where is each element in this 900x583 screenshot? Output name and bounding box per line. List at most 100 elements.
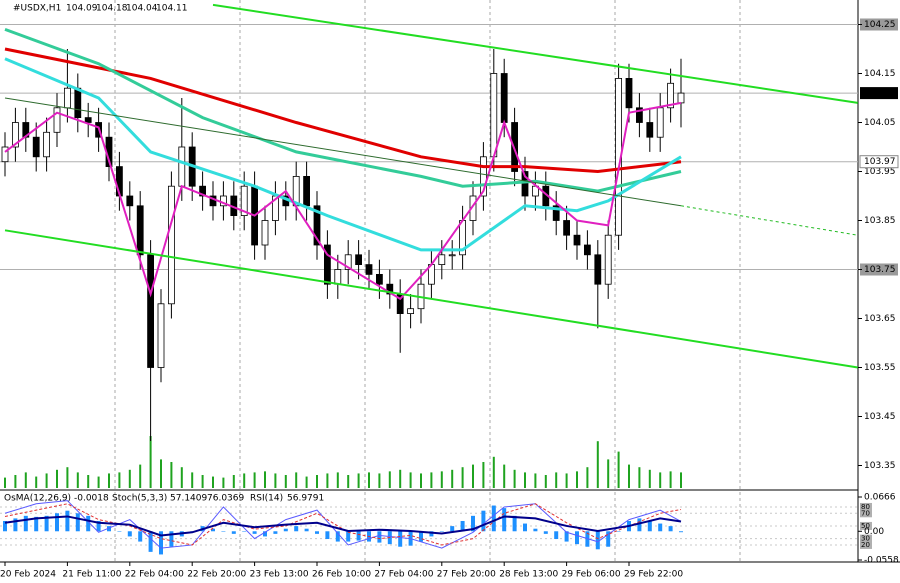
y-tick-label: 103.95 bbox=[864, 167, 896, 177]
volume-bar bbox=[336, 472, 339, 488]
volume-bar bbox=[378, 473, 381, 488]
osma-bar bbox=[3, 520, 7, 532]
overlay-line bbox=[4, 57, 682, 252]
volume-bar bbox=[409, 472, 412, 488]
candle-body bbox=[240, 185, 248, 216]
volume-bar bbox=[347, 475, 350, 488]
osma-bar bbox=[439, 531, 444, 532]
volume-bar bbox=[232, 475, 235, 488]
signal-line bbox=[4, 503, 682, 546]
candle-body bbox=[636, 107, 643, 123]
y-tick-label: 103.35 bbox=[864, 461, 896, 471]
osma-title: OsMA(12,26,9) bbox=[4, 494, 71, 504]
osma-bar bbox=[34, 516, 39, 532]
osma-bar bbox=[221, 531, 226, 532]
volume-bar bbox=[316, 475, 318, 488]
volume-bar bbox=[56, 469, 58, 488]
x-tick-label: 29 Feb 06:00 bbox=[562, 570, 621, 580]
volume-bar bbox=[24, 472, 27, 488]
candle-body bbox=[667, 82, 674, 109]
candle-body bbox=[32, 136, 40, 158]
osma-bar bbox=[127, 531, 132, 537]
candle-body bbox=[261, 220, 269, 246]
osma-bar bbox=[575, 531, 579, 545]
candle-body bbox=[407, 308, 415, 315]
volume-bar bbox=[461, 467, 464, 488]
x-tick-label: 21 Feb 11:00 bbox=[62, 570, 121, 580]
rsi-line bbox=[4, 515, 682, 537]
candle-body bbox=[344, 254, 352, 270]
osma-bar bbox=[325, 531, 330, 539]
signal-value: 76.0369 bbox=[207, 494, 244, 504]
level-tag bbox=[860, 18, 898, 31]
candle-body bbox=[43, 131, 50, 158]
osma-bar bbox=[450, 526, 455, 532]
y-tick-label: 0.00 bbox=[864, 527, 884, 537]
volume-bar bbox=[45, 473, 48, 488]
candle-body bbox=[355, 254, 363, 266]
volume-bar bbox=[170, 462, 173, 488]
y-tick-label: 103.45 bbox=[864, 412, 896, 422]
candle-body bbox=[500, 73, 508, 123]
volume-bar bbox=[295, 472, 298, 488]
volume-bar bbox=[76, 472, 79, 488]
volume-bar bbox=[628, 464, 630, 488]
volume-bar bbox=[451, 469, 454, 488]
osma-bar bbox=[252, 531, 257, 534]
osma-bar bbox=[647, 520, 652, 532]
volume-bar bbox=[326, 473, 329, 488]
osma-bar bbox=[668, 526, 673, 532]
volume-bar bbox=[472, 464, 474, 488]
volume-bar bbox=[586, 467, 589, 488]
osma-bar bbox=[169, 531, 174, 547]
osma-bar bbox=[429, 531, 434, 537]
osma-bar bbox=[23, 515, 28, 532]
osma-bar bbox=[44, 515, 49, 532]
candle-body bbox=[594, 254, 602, 285]
volume-bar bbox=[659, 472, 662, 488]
osma-bar bbox=[554, 531, 559, 539]
osma-bar bbox=[159, 531, 163, 555]
volume-bar bbox=[139, 464, 142, 488]
stoch-value: 57.1409 bbox=[170, 494, 207, 504]
osma-bar bbox=[75, 513, 80, 532]
candle-body bbox=[84, 117, 92, 123]
overlay-line bbox=[4, 47, 682, 174]
volume-bar bbox=[555, 472, 558, 488]
header-close: 104.11 bbox=[156, 4, 188, 14]
candle-body bbox=[147, 254, 155, 368]
candle-body bbox=[334, 269, 342, 285]
volume-bar bbox=[87, 475, 90, 488]
candle-body bbox=[521, 171, 529, 197]
volume-bar bbox=[680, 472, 682, 488]
candle-body bbox=[625, 78, 633, 109]
candle-body bbox=[646, 122, 654, 138]
volume-bar bbox=[128, 469, 131, 488]
osc-tick-label: 70 bbox=[861, 509, 870, 517]
x-tick-label: 28 Feb 13:00 bbox=[499, 570, 558, 580]
osma-bar bbox=[398, 531, 403, 547]
volume-bar bbox=[149, 436, 152, 488]
overlay-line bbox=[212, 3, 858, 104]
osc-tick-label: 30 bbox=[861, 535, 870, 543]
x-tick-label: 26 Feb 10:00 bbox=[312, 570, 371, 580]
volume-bar bbox=[513, 469, 516, 488]
osma-bar bbox=[148, 531, 153, 552]
volume-bar bbox=[4, 477, 6, 488]
y-tick-label: -0.0558 bbox=[864, 556, 899, 566]
volume-bar bbox=[97, 476, 100, 488]
level-tag bbox=[860, 87, 898, 100]
osma-bar bbox=[512, 515, 517, 532]
osc-tag bbox=[860, 521, 872, 530]
osma-bar bbox=[679, 531, 683, 533]
osma-bar bbox=[491, 505, 496, 532]
osma-bar bbox=[294, 526, 299, 532]
y-tick-label: 103.55 bbox=[864, 363, 896, 373]
osma-bar bbox=[335, 531, 340, 542]
osc-tick-label: 20 bbox=[861, 541, 870, 549]
osma-bar bbox=[533, 528, 538, 532]
volume-bar bbox=[534, 473, 537, 488]
candle-body bbox=[563, 220, 570, 236]
overlay-line bbox=[4, 97, 682, 207]
